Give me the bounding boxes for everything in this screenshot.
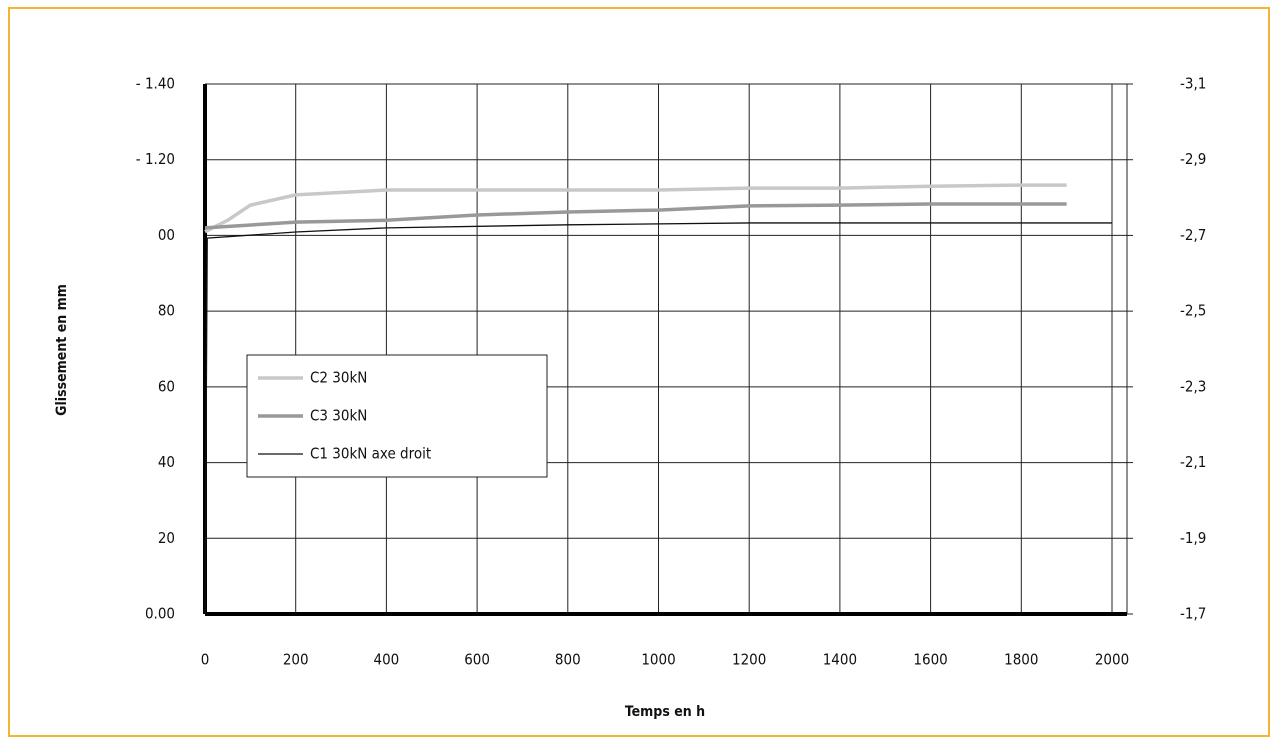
y-tick-label: 40 [158,453,175,471]
x-axis-title: Temps en h [625,704,705,720]
y2-tick-label: -2,1 [1180,453,1206,471]
y2-tick-label: -2,9 [1180,150,1206,168]
legend-label: C1 30kN axe droit [310,445,431,463]
y-tick-label: 80 [158,302,175,320]
legend-label: C2 30kN [310,369,367,387]
x-tick-label: 1000 [641,651,675,669]
x-tick-label: 1800 [1004,651,1038,669]
y-tick-label: - 1.20 [136,150,175,168]
y-tick-label: 0.00 [145,605,175,623]
series-line [204,183,1067,234]
x-tick-label: 1400 [823,651,857,669]
y2-tick-label: -2,3 [1180,377,1206,395]
x-tick-label: 800 [555,651,581,669]
x-tick-label: 1200 [732,651,766,669]
y-axis-title: Glissement en mm [54,284,70,416]
y-tick-label: 20 [158,529,175,547]
y-tick-label: 60 [158,377,175,395]
y2-tick-label: -1,7 [1180,605,1206,623]
y2-tick-label: -1,9 [1180,529,1206,547]
y-tick-label: - 1.40 [136,75,175,93]
x-tick-label: 400 [374,651,400,669]
frame [8,7,1270,737]
legend-label: C3 30kN [310,407,367,425]
series-line [204,222,1112,615]
series-line [204,202,1067,230]
x-tick-label: 2000 [1095,651,1129,669]
y2-tick-label: -2,5 [1180,302,1206,320]
y2-tick-label: -3,1 [1180,75,1206,93]
x-tick-label: 0 [201,651,210,669]
x-tick-label: 600 [464,651,490,669]
y2-tick-label: -2,7 [1180,226,1206,244]
y-tick-label: 00 [158,226,175,244]
x-tick-label: 200 [283,651,309,669]
x-tick-label: 1600 [913,651,947,669]
